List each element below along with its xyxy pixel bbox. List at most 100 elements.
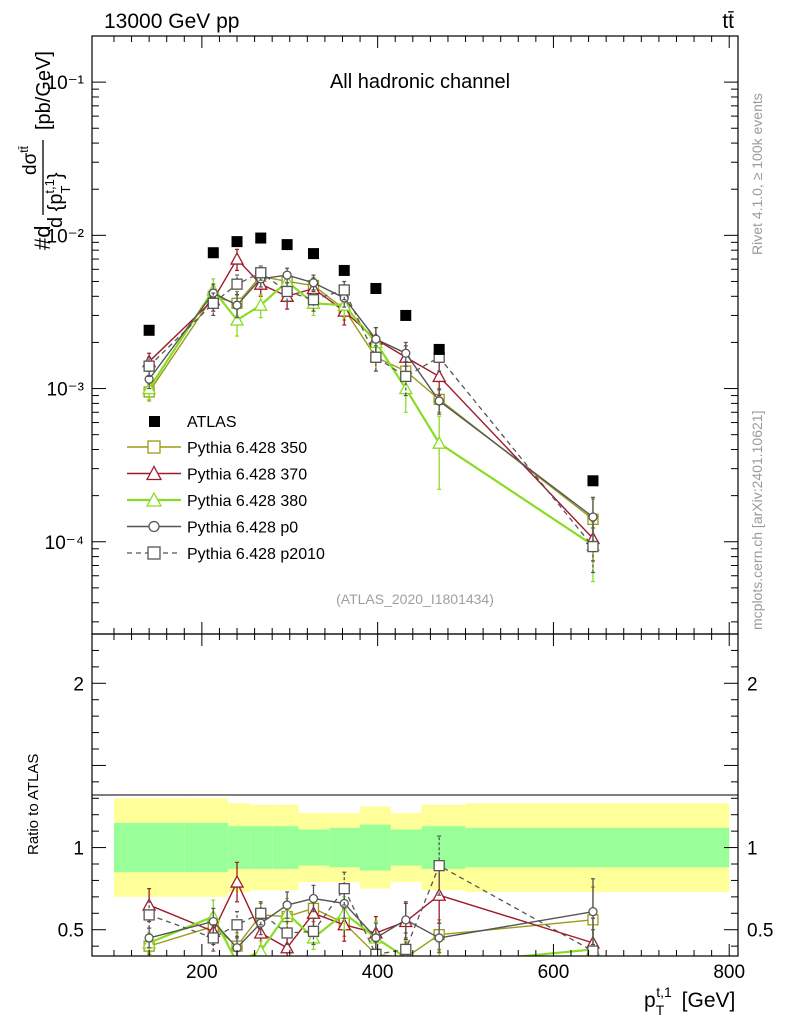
legend-label: Pythia 6.428 350: [187, 440, 307, 457]
ratio-point: [282, 900, 292, 910]
rivet-label: Rivet 4.1.0, ≥ 100k events: [749, 93, 765, 255]
legend-label: Pythia 6.428 p2010: [187, 546, 325, 563]
atlas-data-point: [587, 475, 599, 487]
main-point: [371, 334, 381, 344]
atlas-data-point: [281, 239, 293, 251]
ratio-point: [254, 943, 268, 956]
ratio-point: [433, 859, 445, 872]
process-label: tt̄: [722, 10, 734, 33]
main-point: [308, 278, 319, 288]
ratio-band-inner: [298, 829, 330, 866]
legend-marker: [147, 440, 161, 454]
ratio-point: [307, 925, 320, 938]
legend-label: Pythia 6.428 370: [187, 467, 307, 484]
x-tick-label: 400: [362, 962, 394, 983]
ratio-point: [229, 874, 245, 888]
legend-entry: Pythia 6.428 380: [127, 491, 307, 510]
x-tick-label: 600: [538, 962, 570, 983]
ratio-point: [143, 909, 155, 921]
legend-label: Pythia 6.428 p0: [187, 520, 298, 537]
legend-entry: Pythia 6.428 350: [127, 440, 307, 457]
x-tick-label: 800: [713, 962, 745, 983]
atlas-data-point: [231, 236, 243, 248]
ratio-plot-frame: [91, 633, 739, 957]
x-tick-label: 200: [186, 962, 218, 983]
legend-marker: [145, 465, 163, 481]
main-point: [400, 370, 412, 383]
legend-entry-atlas: ATLAS: [149, 414, 237, 431]
ratio-point: [144, 933, 154, 943]
mcplots-label: mcplots.cern.ch [arXiv:2401.10621]: [749, 411, 765, 630]
ratio-uncertainty-bands: [113, 798, 730, 897]
ratio-series-pythia-6-428-p2010: [143, 835, 599, 956]
main-y-tick-label: 10⁻²: [47, 226, 85, 247]
ratio-plot-marks: [142, 835, 601, 956]
ratio-point: [308, 893, 319, 904]
y-axis-title-units: [pb/GeV]: [33, 51, 55, 130]
ratio-point: [281, 927, 293, 939]
main-point: [229, 251, 245, 265]
main-point: [370, 351, 382, 363]
main-point: [143, 360, 155, 372]
legend-marker: [145, 491, 163, 507]
legend-label: Pythia 6.428 380: [187, 493, 307, 510]
main-point: [231, 278, 243, 290]
main-y-tick-label: 10⁻³: [47, 380, 85, 401]
legend-marker: [148, 520, 160, 533]
main-y-tick-label: 10⁻¹: [47, 73, 85, 94]
atlas-data-point: [255, 232, 267, 244]
legend-entry: Pythia 6.428 p2010: [127, 546, 325, 563]
ratio-point: [588, 906, 598, 917]
ratio-point: [255, 907, 267, 919]
main-point: [588, 512, 598, 522]
main-point: [432, 369, 447, 383]
axis-ticks: 200 400 600 800 10⁻¹ 10⁻² 10⁻³ 10⁻⁴ 2 2 1 1 0.5 0.5: [45, 35, 773, 983]
legend-marker: [147, 546, 161, 560]
y-axis-title-denominator: d {pTt,1}: [42, 172, 73, 228]
analysis-id: (ATLAS_2020_I1801434): [336, 591, 494, 607]
ratio-y-tick-label-left: 1: [73, 839, 84, 860]
ratio-y-axis-title: Ratio to ATLAS: [25, 754, 42, 855]
ratio-band-inner: [390, 829, 422, 866]
ratio-band-inner: [360, 824, 391, 871]
ratio-point: [207, 932, 219, 944]
main-point: [232, 300, 242, 310]
main-point: [307, 294, 320, 306]
atlas-data-point: [433, 343, 445, 355]
ratio-band-inner: [272, 826, 299, 869]
y-axis-title-numerator: dσtt̄: [17, 145, 41, 175]
ratio-y-tick-label-right: 1: [747, 839, 758, 860]
main-y-tick-label: 10⁻⁴: [45, 533, 84, 554]
main-point: [401, 348, 411, 358]
main-point: [434, 396, 444, 406]
ratio-point: [236, 955, 238, 956]
ratio-band-inner: [329, 827, 361, 868]
energy-label: 13000 GeV pp: [104, 10, 239, 33]
legend-entry: Pythia 6.428 p0: [127, 520, 298, 537]
ratio-point: [142, 897, 157, 911]
atlas-data-point: [400, 309, 412, 321]
atlas-data-point: [338, 264, 350, 276]
legend-entry: Pythia 6.428 370: [127, 465, 307, 484]
main-point: [338, 284, 350, 296]
ratio-band-inner: [465, 827, 730, 868]
main-plot-marks: [142, 232, 601, 583]
ratio-point: [587, 945, 599, 956]
main-point: [207, 297, 219, 309]
ratio-band-inner: [184, 822, 229, 873]
ratio-band-inner: [250, 826, 273, 869]
ratio-y-tick-label-right: 0.5: [747, 921, 773, 942]
ratio-point: [434, 933, 444, 943]
ratio-point: [401, 915, 411, 925]
ratio-y-tick-label-left: 2: [73, 674, 84, 695]
main-point: [432, 435, 447, 449]
ratio-band-inner: [113, 822, 185, 873]
channel-label: All hadronic channel: [330, 71, 510, 93]
main-point: [255, 267, 267, 279]
ratio-y-tick-label-left: 0.5: [58, 921, 84, 942]
atlas-data-point: [207, 247, 219, 259]
ratio-point: [370, 948, 382, 956]
ratio-point: [400, 943, 412, 956]
atlas-data-point: [370, 282, 382, 294]
